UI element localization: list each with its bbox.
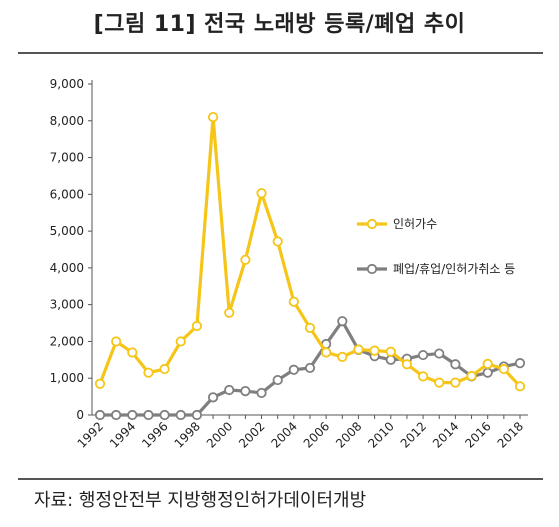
data-point-2 [94,409,106,421]
y-tick-label: 9,000 [50,77,84,91]
x-tick-label: 1992 [75,419,106,450]
x-tick-label: 2018 [495,419,526,450]
data-point-1 [256,188,267,199]
data-point-1 [434,377,445,388]
data-point-1 [417,371,429,382]
data-point-1 [321,347,332,358]
data-point-2 [224,384,235,396]
x-tick-label: 1998 [172,419,203,450]
data-point-1 [450,377,461,388]
x-tick-label: 2004 [268,419,299,450]
y-tick-label: 7,000 [50,151,84,165]
data-point-1 [337,351,348,362]
x-tick-label: 2006 [301,419,332,450]
x-tick-label: 2014 [430,419,461,450]
x-tick-label: 2012 [398,419,429,450]
data-point-2 [288,364,299,375]
data-point-1 [240,254,251,265]
y-tick-label: 4,000 [50,261,84,275]
data-point-1 [159,363,170,375]
data-point-1 [111,336,122,347]
data-point-1 [498,363,509,375]
data-point-2 [434,348,445,359]
x-tick-label: 2002 [236,419,267,450]
data-point-1 [401,359,413,370]
y-tick-label: 1,000 [50,371,84,385]
data-point-1 [94,378,106,389]
data-point-1 [353,344,364,355]
data-point-2 [417,349,429,361]
y-tick-label: 5,000 [50,224,84,238]
x-tick-label: 1994 [107,419,138,450]
data-point-1 [224,307,235,318]
chart-title: [그림 11] 전국 노래방 등록/폐업 추이 [93,12,466,37]
y-tick-label: 6,000 [50,187,84,201]
x-tick-label: 2010 [365,419,396,450]
data-point-1 [143,367,154,378]
data-point-1 [288,296,299,307]
data-point-1 [191,320,203,332]
y-tick-label: 2,000 [50,334,84,348]
legend-marker-2 [366,263,378,275]
data-point-2 [385,354,396,365]
legend-label-1: 인허가수 [393,217,437,231]
y-tick-label: 8,000 [50,114,84,128]
data-point-2 [143,409,154,421]
data-point-2 [159,409,170,421]
series-line-1 [98,115,522,388]
data-point-1 [207,112,219,123]
data-point-2 [482,367,493,378]
data-point-1 [127,347,138,358]
data-point-1 [304,322,316,333]
data-point-1 [514,381,526,392]
data-point-2 [304,362,316,374]
source-note: 자료: 행정안전부 지방행정인허가데이터개방 [34,490,367,511]
bottom-divider [18,478,543,480]
data-point-2 [207,392,219,403]
data-point-2 [191,409,203,421]
x-tick-label: 2016 [462,419,493,450]
y-tick-label: 3,000 [50,298,84,312]
x-tick-label: 2000 [204,419,235,450]
data-point-2 [450,359,461,370]
x-tick-label: 1996 [139,419,170,450]
data-point-1 [466,370,477,382]
y-tick-label: 0 [76,408,84,422]
legend-label-2: 폐업/휴업/인허가취소 등 [393,262,515,276]
data-point-1 [369,345,380,356]
data-point-1 [385,346,396,357]
data-point-1 [272,236,283,247]
legend-marker-1 [366,218,378,230]
x-tick-label: 2008 [333,419,364,450]
data-point-2 [514,358,526,369]
data-point-2 [111,409,122,421]
top-divider [18,52,543,54]
data-point-2 [127,409,138,421]
data-point-1 [482,358,493,369]
data-point-2 [175,409,186,421]
data-point-2 [256,387,267,399]
data-point-1 [175,336,186,347]
data-point-2 [272,374,283,386]
data-point-2 [337,316,348,327]
data-point-2 [240,385,251,397]
